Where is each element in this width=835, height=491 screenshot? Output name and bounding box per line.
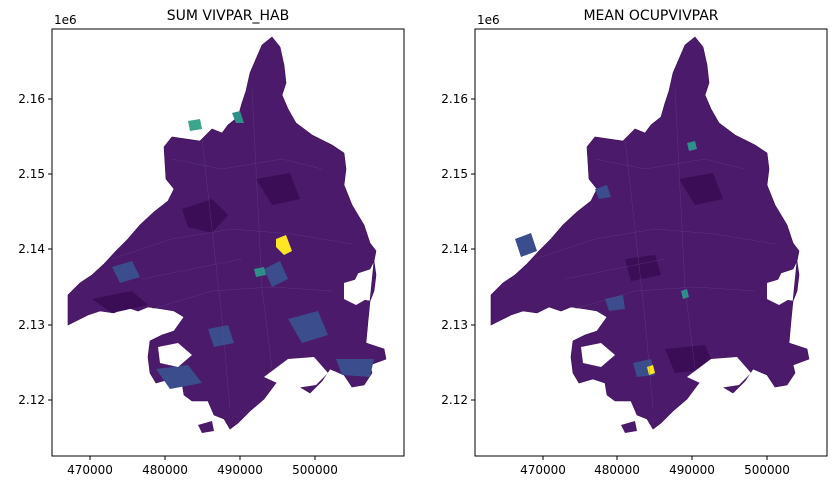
map-base-polygon xyxy=(67,36,387,430)
region-green xyxy=(188,119,202,131)
region-mid xyxy=(288,311,328,343)
y-tick-label: 2.15 xyxy=(441,167,468,181)
region-teal xyxy=(232,111,244,123)
y-tick-label: 2.13 xyxy=(441,318,468,332)
axes-frame xyxy=(51,28,405,457)
internal-boundaries xyxy=(534,88,776,410)
x-tick-label: 480000 xyxy=(142,463,188,477)
y-tick-label: 2.16 xyxy=(18,92,45,106)
region-dark xyxy=(92,291,148,313)
x-tick-label: 500000 xyxy=(744,463,790,477)
y-tick-label: 2.14 xyxy=(18,242,45,256)
y-tick-label: 2.12 xyxy=(18,393,45,407)
panel-title: SUM VIVPAR_HAB xyxy=(167,8,290,24)
x-tick-label: 480000 xyxy=(594,463,640,477)
y-axis: 2.16 2.15 2.14 2.13 2.12 xyxy=(441,92,475,407)
region-mid xyxy=(336,359,374,377)
y-tick-label: 2.15 xyxy=(18,167,45,181)
region-dark xyxy=(182,199,228,233)
region-mid xyxy=(605,295,625,311)
map-panel-right: MEAN OCUPVIVPAR 1e6 2.16 2.15 2.14 2.13 … xyxy=(441,8,828,477)
y-tick-label: 2.13 xyxy=(18,318,45,332)
map-panel-left: SUM VIVPAR_HAB 1e6 2.16 2.15 2.14 2.13 2… xyxy=(18,8,405,477)
choropleth-map xyxy=(67,36,387,433)
internal-boundaries xyxy=(111,88,353,410)
region-mid xyxy=(264,261,288,287)
x-axis: 470000 480000 490000 500000 xyxy=(67,456,338,477)
region-mid xyxy=(595,185,611,199)
region-dark xyxy=(679,173,723,205)
x-tick-label: 470000 xyxy=(520,463,566,477)
x-tick-label: 490000 xyxy=(217,463,263,477)
map-island xyxy=(621,421,637,433)
y-tick-label: 2.12 xyxy=(441,393,468,407)
region-mid xyxy=(156,365,202,389)
y-axis-offset: 1e6 xyxy=(477,13,500,27)
region-highlight xyxy=(647,365,655,375)
region-mid xyxy=(112,261,140,283)
y-tick-label: 2.16 xyxy=(441,92,468,106)
x-tick-label: 500000 xyxy=(292,463,338,477)
x-tick-label: 470000 xyxy=(67,463,113,477)
region-teal xyxy=(254,267,266,277)
y-axis-offset: 1e6 xyxy=(54,13,77,27)
x-tick-label: 490000 xyxy=(669,463,715,477)
region-teal xyxy=(681,289,689,299)
panel-title: MEAN OCUPVIVPAR xyxy=(583,8,718,24)
region-dark xyxy=(256,173,300,205)
y-axis: 2.16 2.15 2.14 2.13 2.12 xyxy=(18,92,52,407)
map-island xyxy=(198,421,214,433)
y-tick-label: 2.14 xyxy=(441,242,468,256)
region-mid xyxy=(208,325,234,347)
region-highlight xyxy=(276,235,292,255)
region-mid xyxy=(515,233,537,257)
x-axis: 470000 480000 490000 500000 xyxy=(520,456,790,477)
axes-frame xyxy=(474,28,828,457)
region-teal xyxy=(687,141,697,151)
choropleth-map xyxy=(490,36,810,433)
